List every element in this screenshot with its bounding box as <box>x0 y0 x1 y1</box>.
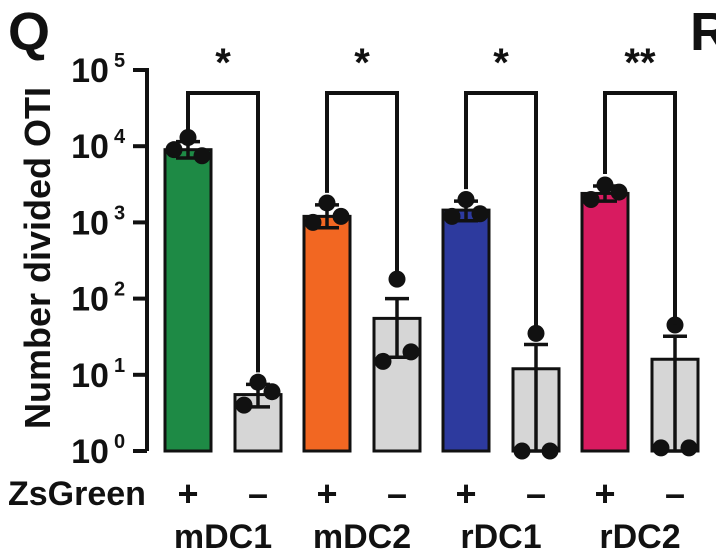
significance-label-rDC1: * <box>493 41 509 85</box>
zsgreen-sign-2: + <box>316 473 337 514</box>
y-tick-label-3: 10 <box>71 204 109 242</box>
group-label-mDC1: mDC1 <box>174 518 272 556</box>
y-tick-exponent-3: 3 <box>114 202 125 224</box>
points-layer <box>165 129 698 460</box>
y-tick-label-4: 10 <box>71 128 109 166</box>
data-point-6-2 <box>610 183 628 201</box>
data-point-2-1 <box>304 213 322 231</box>
zsgreen-sign-7: – <box>665 473 685 514</box>
y-tick-exponent-4: 4 <box>114 126 126 148</box>
bar-rDC2-plus <box>580 191 630 453</box>
significance-bracket-rDC1 <box>464 91 538 333</box>
data-point-4-1 <box>443 207 461 225</box>
data-point-0-1 <box>165 141 183 159</box>
data-point-7-2 <box>680 439 698 457</box>
data-point-5-2 <box>541 442 559 460</box>
panel-label: Q <box>8 2 50 62</box>
zsgreen-row-label: ZsGreen <box>8 475 146 513</box>
zsgreen-sign-4: + <box>455 473 476 514</box>
data-point-4-0 <box>457 190 475 208</box>
y-tick-label-5: 10 <box>71 52 109 90</box>
data-point-3-1 <box>374 352 392 370</box>
data-point-1-0 <box>249 373 267 391</box>
x-labels-layer: ZsGreen + – + – + – + – mDC1 mDC2 rDC1 rDC2 <box>8 473 685 556</box>
significance-layer: * * * ** <box>186 41 677 373</box>
data-point-0-2 <box>193 147 211 165</box>
zsgreen-sign-0: + <box>177 473 198 514</box>
zsgreen-sign-5: – <box>526 473 546 514</box>
y-tick-exponent-2: 2 <box>114 279 125 301</box>
zsgreen-sign-3: – <box>387 473 407 514</box>
bar-mDC2-plus <box>302 214 352 453</box>
data-point-1-1 <box>235 396 253 414</box>
data-point-2-2 <box>332 207 350 225</box>
data-point-6-0 <box>596 176 614 194</box>
y-tick-exponent-1: 1 <box>114 355 125 377</box>
y-tick-label-2: 10 <box>71 281 109 319</box>
significance-bracket-mDC2 <box>325 91 399 287</box>
data-point-5-0 <box>527 324 545 342</box>
data-point-4-2 <box>471 205 489 223</box>
data-point-2-0 <box>318 194 336 212</box>
zsgreen-sign-1: – <box>248 473 268 514</box>
bar-mDC1-plus <box>163 148 213 453</box>
significance-label-mDC1: * <box>215 41 231 85</box>
y-tick-label-1: 10 <box>71 357 109 395</box>
significance-bracket-mDC1 <box>186 91 260 373</box>
data-point-7-1 <box>652 439 670 457</box>
y-axis-label: Number divided OTI <box>17 87 58 429</box>
y-tick-exponent-5: 5 <box>114 50 125 72</box>
significance-label-rDC2: ** <box>624 41 656 85</box>
data-point-1-2 <box>263 383 281 401</box>
data-point-6-1 <box>582 190 600 208</box>
data-point-7-0 <box>666 316 684 334</box>
significance-label-mDC2: * <box>354 41 370 85</box>
data-point-0-0 <box>179 129 197 147</box>
bar-rDC1-plus <box>441 208 491 453</box>
group-label-rDC1: rDC1 <box>460 518 541 556</box>
next-panel-label: R <box>690 2 716 62</box>
data-point-5-1 <box>513 442 531 460</box>
data-point-3-2 <box>402 343 420 361</box>
group-label-mDC2: mDC2 <box>313 518 411 556</box>
y-tick-exponent-0: 0 <box>114 431 125 453</box>
zsgreen-sign-6: + <box>594 473 615 514</box>
group-label-rDC2: rDC2 <box>599 518 680 556</box>
significance-bracket-rDC2 <box>603 91 677 325</box>
y-tick-label-0: 10 <box>71 433 109 471</box>
